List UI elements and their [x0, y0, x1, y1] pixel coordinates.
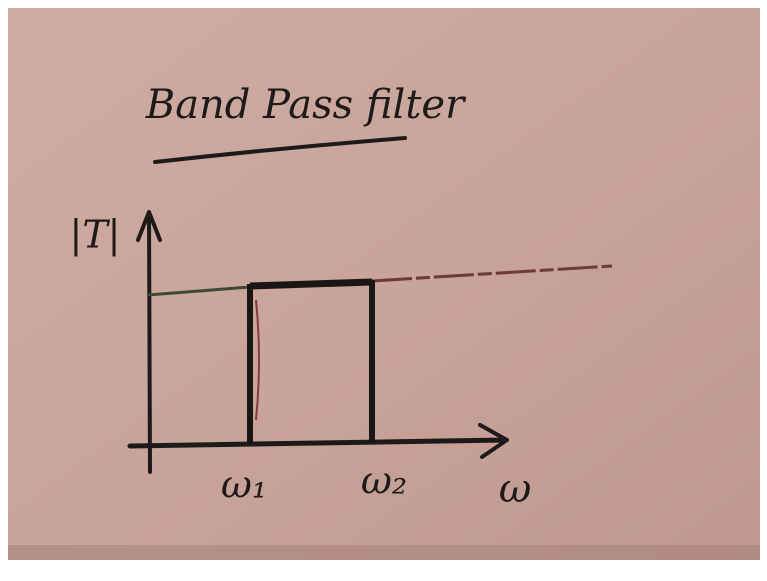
marker-label: ω₂ — [361, 459, 407, 503]
title: Band Pass filter — [145, 82, 467, 128]
passband — [250, 282, 372, 286]
page: {"title": "Band Pass filter", "y_axis_la… — [0, 0, 767, 581]
y-axis — [149, 215, 150, 472]
marker-label: ω₁ — [221, 463, 267, 507]
y-axis-label: |T| — [70, 213, 121, 257]
board-edge — [8, 545, 760, 560]
whiteboard-photo: Band Pass filter |T| ω ω₁ ω₂ — [0, 0, 767, 581]
x-axis-label: ω — [499, 466, 532, 512]
